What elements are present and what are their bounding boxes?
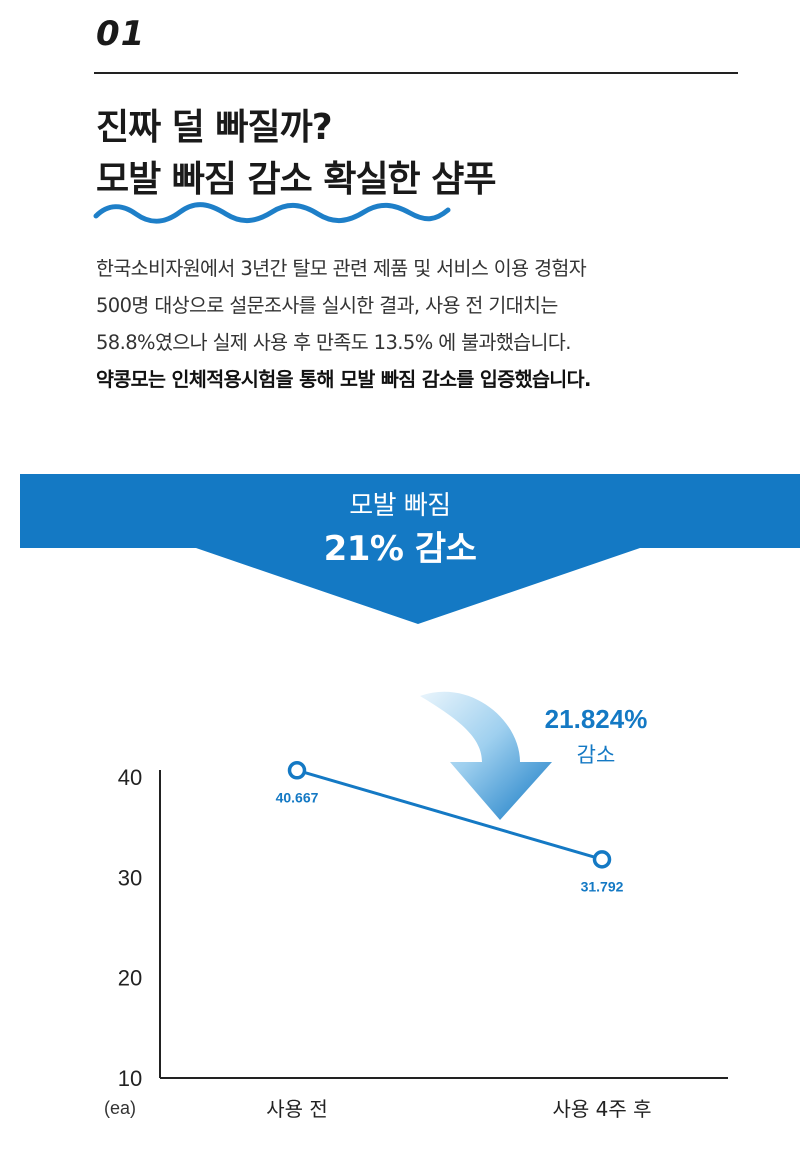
- description-line-3: 58.8%였으나 실제 사용 후 만족도 13.5% 에 불과했습니다.: [96, 331, 571, 354]
- y-tick-label: 40: [118, 765, 142, 790]
- description-line-4: 약콩모는 인체적용시험을 통해 모발 빠짐 감소를 입증했습니다.: [96, 368, 591, 391]
- data-point: [287, 761, 307, 780]
- description: 한국소비자원에서 3년간 탈모 관련 제품 및 서비스 이용 경험자 500명 …: [96, 250, 766, 398]
- header-divider: [94, 72, 738, 74]
- banner-value: 21% 감소: [323, 529, 477, 569]
- data-label: 40.667: [276, 789, 319, 805]
- y-tick-label: 20: [118, 966, 142, 991]
- wave-underline: [93, 202, 451, 224]
- decrease-arrow-icon: [420, 691, 552, 820]
- banner-label: 모발 빠짐: [349, 491, 451, 521]
- description-line-2: 500명 대상으로 설문조사를 실시한 결과, 사용 전 기대치는: [96, 294, 558, 317]
- x-tick-label: 사용 4주 후: [552, 1097, 651, 1121]
- description-line-1: 한국소비자원에서 3년간 탈모 관련 제품 및 서비스 이용 경험자: [96, 257, 587, 280]
- y-unit-label: (ea): [104, 1098, 136, 1118]
- x-tick-label: 사용 전: [266, 1097, 328, 1121]
- banner-text: 모발 빠짐 21% 감소: [0, 486, 800, 572]
- annotation-value: 21.824%: [545, 704, 648, 734]
- page-title: 진짜 덜 빠질까? 모발 빠짐 감소 확실한 샴푸: [96, 102, 496, 206]
- data-label: 31.792: [581, 878, 624, 894]
- series-line: [296, 768, 603, 861]
- data-point: [592, 850, 612, 869]
- title-line-1: 진짜 덜 빠질까?: [96, 107, 333, 148]
- title-line-2: 모발 빠짐 감소 확실한 샴푸: [96, 159, 496, 200]
- hair-loss-line-chart: 21.824% 감소 40 30 20 10 (ea) 사용 전 사용 4주 후 40.…: [104, 691, 728, 1121]
- result-banner: [20, 474, 800, 624]
- y-tick-label: 30: [118, 865, 142, 890]
- section-number: 01: [96, 14, 146, 54]
- annotation-text: 감소: [577, 743, 616, 767]
- y-tick-label: 10: [118, 1066, 142, 1091]
